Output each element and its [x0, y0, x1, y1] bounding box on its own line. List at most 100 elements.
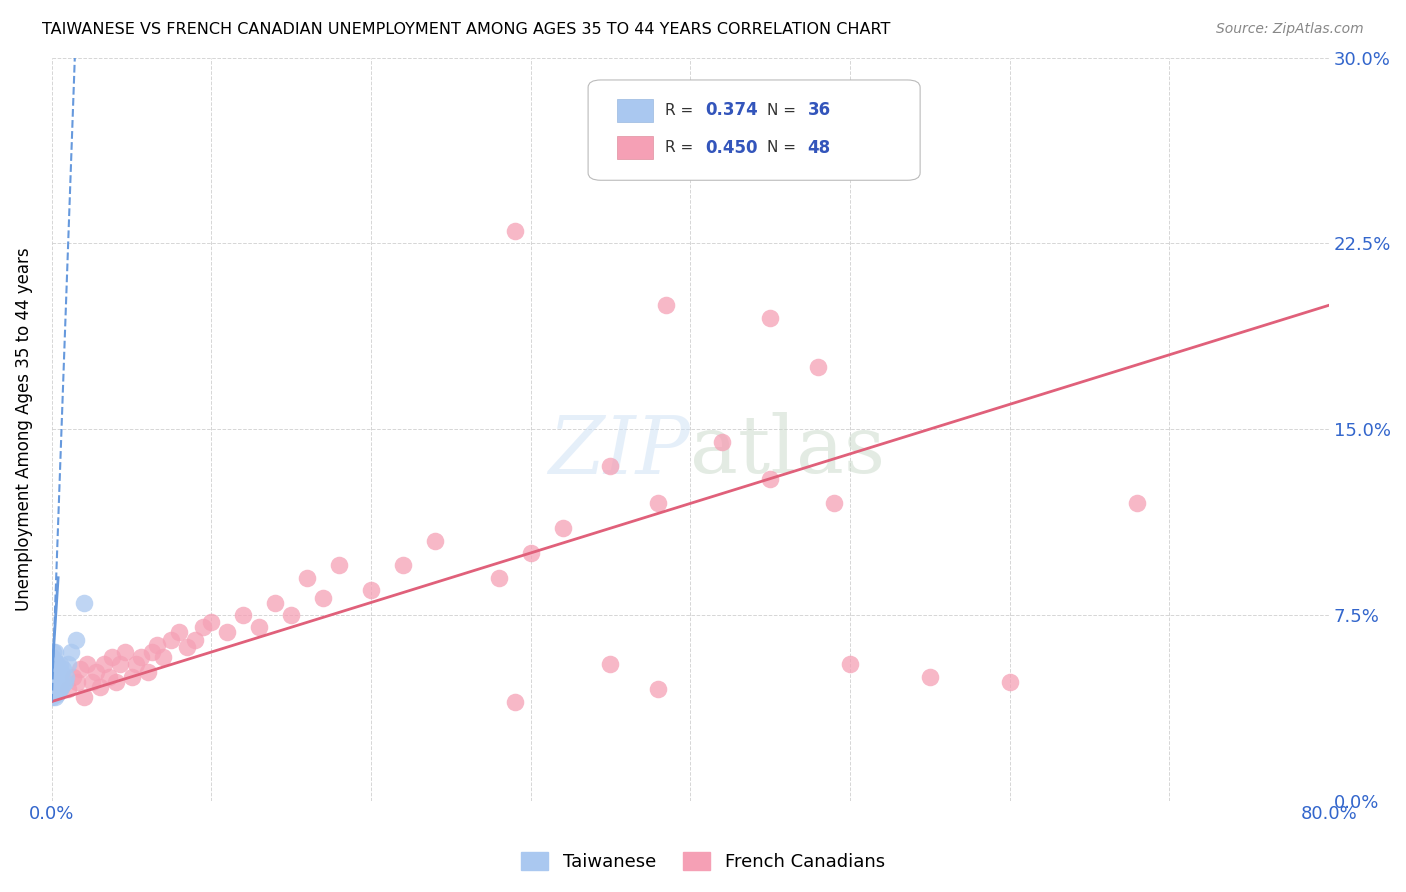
Point	[101, 650, 124, 665]
Point	[44, 665, 66, 679]
Point	[86, 665, 108, 679]
FancyBboxPatch shape	[588, 80, 920, 180]
Point	[73, 595, 96, 609]
Text: Source: ZipAtlas.com: Source: ZipAtlas.com	[1216, 22, 1364, 37]
Point	[551, 521, 574, 535]
Text: N =: N =	[766, 103, 801, 118]
Point	[93, 657, 115, 672]
Text: atlas: atlas	[690, 412, 886, 491]
Point	[599, 657, 621, 672]
Point	[152, 650, 174, 665]
Point	[41, 690, 63, 704]
Point	[62, 670, 84, 684]
Point	[48, 682, 70, 697]
Point	[599, 459, 621, 474]
Point	[56, 682, 79, 697]
Point	[392, 558, 415, 573]
Point	[76, 657, 98, 672]
Y-axis label: Unemployment Among Ages 35 to 44 years: Unemployment Among Ages 35 to 44 years	[15, 247, 32, 611]
Text: 48: 48	[807, 138, 831, 157]
Point	[121, 670, 143, 684]
Point	[838, 657, 860, 672]
Point	[53, 674, 76, 689]
Point	[80, 674, 103, 689]
Point	[44, 645, 66, 659]
Point	[44, 682, 66, 697]
Point	[125, 657, 148, 672]
Point	[176, 640, 198, 654]
Point	[56, 657, 79, 672]
Text: 0.374: 0.374	[706, 102, 758, 120]
Point	[160, 632, 183, 647]
Point	[1126, 496, 1149, 510]
Point	[711, 434, 734, 449]
Point	[42, 660, 65, 674]
Point	[104, 674, 127, 689]
Point	[41, 650, 63, 665]
Point	[807, 360, 830, 375]
Point	[217, 625, 239, 640]
Point	[129, 650, 152, 665]
Point	[110, 657, 132, 672]
Point	[45, 687, 67, 701]
Point	[647, 496, 669, 510]
Point	[193, 620, 215, 634]
Point	[52, 662, 75, 676]
Point	[280, 607, 302, 622]
Point	[184, 632, 207, 647]
Point	[146, 638, 169, 652]
Point	[42, 645, 65, 659]
Point	[200, 615, 222, 630]
Point	[328, 558, 350, 573]
Point	[759, 310, 782, 325]
Point	[247, 620, 270, 634]
Point	[44, 674, 66, 689]
Point	[41, 665, 63, 679]
Point	[136, 665, 159, 679]
Text: R =: R =	[665, 140, 697, 155]
Point	[45, 657, 67, 672]
Text: 0.450: 0.450	[706, 138, 758, 157]
Point	[59, 645, 82, 659]
Point	[823, 496, 845, 510]
Point	[312, 591, 335, 605]
Text: N =: N =	[766, 140, 801, 155]
Point	[503, 695, 526, 709]
Point	[46, 662, 69, 676]
Point	[918, 670, 941, 684]
Point	[503, 224, 526, 238]
Point	[44, 690, 66, 704]
Point	[169, 625, 191, 640]
Point	[65, 632, 87, 647]
Point	[998, 674, 1021, 689]
Point	[232, 607, 254, 622]
Point	[264, 595, 287, 609]
Point	[360, 583, 382, 598]
Point	[41, 682, 63, 697]
Point	[69, 662, 91, 676]
Bar	[617, 98, 654, 122]
Text: TAIWANESE VS FRENCH CANADIAN UNEMPLOYMENT AMONG AGES 35 TO 44 YEARS CORRELATION : TAIWANESE VS FRENCH CANADIAN UNEMPLOYMEN…	[42, 22, 890, 37]
Point	[52, 677, 75, 691]
Point	[42, 670, 65, 684]
Point	[655, 298, 678, 312]
Point	[48, 657, 70, 672]
Point	[45, 667, 67, 681]
Point	[759, 472, 782, 486]
Point	[44, 655, 66, 669]
Point	[423, 533, 446, 548]
Text: 36: 36	[807, 102, 831, 120]
Point	[89, 680, 111, 694]
Point	[55, 670, 77, 684]
Point	[647, 682, 669, 697]
Text: ZIP: ZIP	[548, 413, 690, 491]
Point	[48, 673, 70, 687]
Point	[42, 680, 65, 694]
Point	[73, 690, 96, 704]
Point	[41, 674, 63, 689]
Point	[51, 665, 73, 679]
Point	[46, 674, 69, 689]
Point	[51, 680, 73, 694]
Point	[295, 571, 318, 585]
Point	[98, 670, 121, 684]
